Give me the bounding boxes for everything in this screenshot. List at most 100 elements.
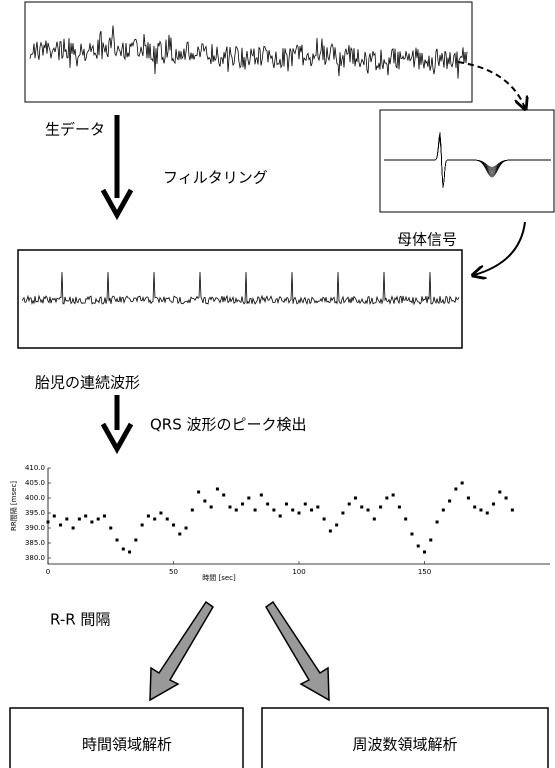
x-tick-label: 100 [292,568,305,576]
point [441,508,445,512]
maternal-waveform [384,134,551,188]
point [109,526,113,530]
point [172,523,175,527]
point [385,496,389,500]
point [90,520,94,524]
maternal-waveform [384,138,551,188]
box-label: 時間領域解析 [82,736,172,754]
point [71,526,75,530]
maternal-waveform [384,135,551,188]
point [466,496,470,500]
label: 母体信号 [397,231,457,249]
y-axis-label: RR間隔 [msec] [9,481,18,531]
point [284,502,288,506]
dashed-arrow [457,61,525,108]
point [190,508,194,512]
point [404,517,408,521]
maternal-waveform [384,138,551,188]
x-tick-label: 50 [169,568,178,576]
point [153,517,157,521]
point [228,505,232,509]
point [410,532,414,536]
fetal-box [17,249,463,349]
point [291,508,295,512]
point [397,505,401,509]
point [115,538,119,542]
point [46,520,50,524]
point [146,514,150,518]
point [435,520,439,524]
point [335,523,339,527]
point [259,493,263,497]
point [479,508,483,512]
point [429,538,433,542]
maternal-waveform [384,136,551,188]
point [360,505,364,509]
point [448,499,452,503]
point [423,550,426,554]
point [140,523,144,527]
maternal-waveform [384,139,551,188]
label: 生データ [45,121,105,139]
maternal-waveform [384,137,551,188]
point [379,505,383,509]
y-tick-label: 395.0 [25,509,45,517]
point [272,508,276,512]
point [65,517,69,521]
rr-chart: 380.0 385.0 390.0 395.0 400.0 405.0 410.0 0 50 10… [9,464,550,582]
point [498,490,502,494]
point [266,502,270,506]
point [322,517,326,521]
y-tick-label: 400.0 [25,494,45,502]
down-arrow [100,395,134,455]
point [372,517,376,521]
gray-arrow [149,600,214,702]
point [234,508,238,512]
curved-arrow [474,221,526,275]
point [366,508,370,512]
point [341,511,345,515]
maternal-waveform [384,132,551,187]
down-arrow [100,115,134,221]
x-tick-label: 150 [418,568,431,576]
point [197,490,201,494]
point [215,487,219,491]
point [454,487,458,491]
point [391,493,395,497]
point [77,517,81,521]
point [303,502,307,506]
point [134,538,138,542]
label: フィルタリング [163,169,268,187]
label: QRS 波形のピーク検出 [150,416,307,434]
label: 胎児の連続波形 [35,374,140,392]
box-label: 周波数領域解析 [352,736,457,754]
analysis-box [261,707,549,768]
point [203,499,207,503]
point [121,547,125,551]
point [222,493,226,497]
fetal-waveform [21,271,460,306]
point [84,514,88,518]
point [297,511,301,515]
y-tick-label: 405.0 [25,479,45,487]
point [178,532,182,536]
maternal-waveform [384,136,551,188]
point [102,514,106,518]
point [316,505,320,509]
y-tick-label: 385.0 [25,539,45,547]
y-tick-label: 410.0 [25,464,45,472]
y-tick-label: 380.0 [25,554,45,562]
label: R-R 間隔 [50,611,110,629]
point [128,550,132,554]
point [184,526,188,530]
point [241,502,245,506]
point [253,508,257,512]
point [353,496,357,500]
point [310,508,314,512]
point [159,511,163,515]
y-tick-label: 390.0 [25,524,45,532]
maternal-waveform [384,133,551,188]
point [52,514,56,518]
x-axis-label: 時間 [sec] [202,574,236,582]
